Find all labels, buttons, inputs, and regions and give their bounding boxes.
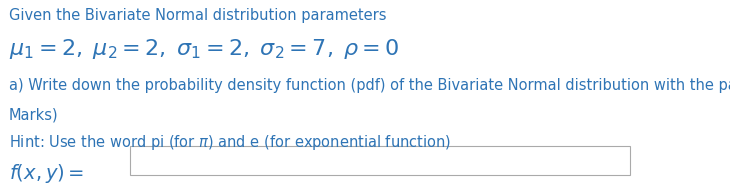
Text: a) Write down the probability density function (pdf) of the Bivariate Normal dis: a) Write down the probability density fu… <box>9 78 730 93</box>
Text: Hint: Use the word pi (for $\pi$) and e (for exponential function): Hint: Use the word pi (for $\pi$) and e … <box>9 133 451 152</box>
Text: $f(x, y) =$: $f(x, y) =$ <box>9 162 84 183</box>
Text: $\mu_1 = 2,\; \mu_2 = 2,\; \sigma_1 = 2,\; \sigma_2 = 7,\; \rho = 0$: $\mu_1 = 2,\; \mu_2 = 2,\; \sigma_1 = 2,… <box>9 37 399 61</box>
Text: Marks): Marks) <box>9 107 58 122</box>
Bar <box>130 146 630 175</box>
Text: Given the Bivariate Normal distribution parameters: Given the Bivariate Normal distribution … <box>9 8 386 23</box>
